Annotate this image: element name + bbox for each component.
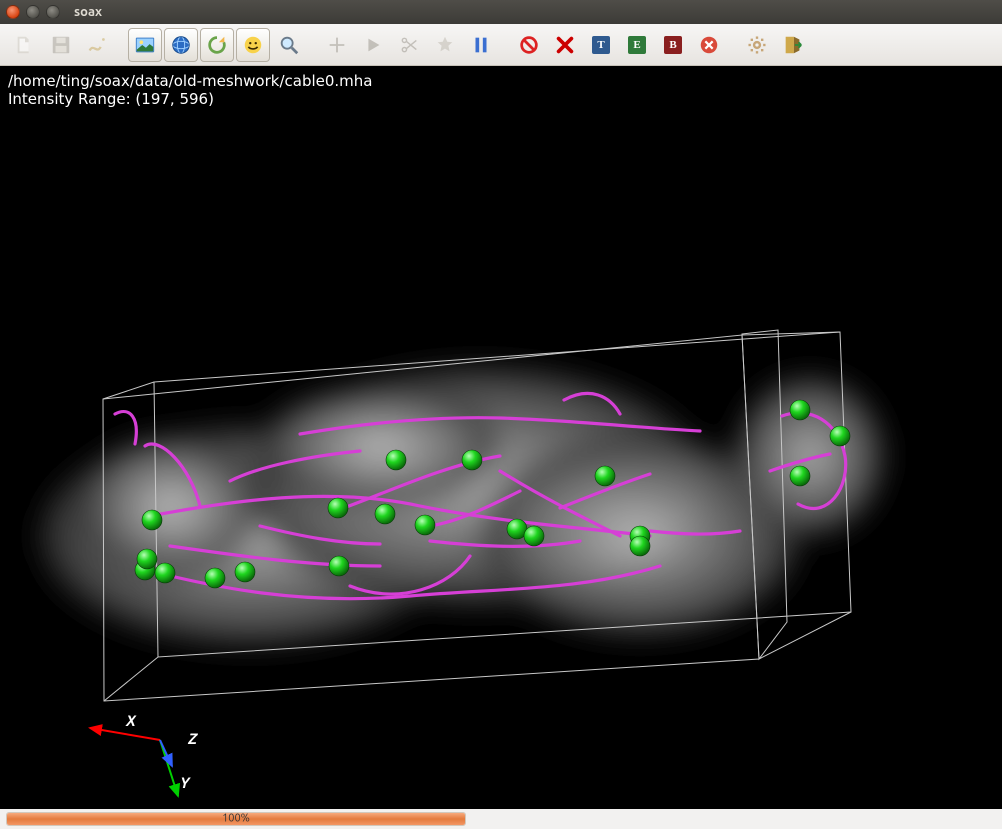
refresh-icon xyxy=(206,34,228,56)
viewport-info-overlay: /home/ting/soax/data/old-meshwork/cable0… xyxy=(8,72,373,108)
x-red-icon xyxy=(554,34,576,56)
letter-B-icon: B xyxy=(664,36,682,54)
globe-icon xyxy=(170,34,192,56)
floppy-icon xyxy=(50,34,72,56)
document-open-icon xyxy=(14,34,36,56)
close-x-button[interactable] xyxy=(548,28,582,62)
axis-label-y: Y xyxy=(180,774,191,791)
magnifier-icon xyxy=(278,34,300,56)
e-button[interactable]: E xyxy=(620,28,654,62)
window-title: soax xyxy=(74,5,102,19)
scribble-icon xyxy=(86,34,108,56)
zoom-button[interactable] xyxy=(272,28,306,62)
exit-button[interactable] xyxy=(776,28,810,62)
save-button xyxy=(44,28,78,62)
orientation-axes: X Y Z xyxy=(90,712,198,796)
plus-icon xyxy=(326,34,348,56)
progress-label: 100% xyxy=(222,812,250,824)
scene-svg: X Y Z xyxy=(0,66,994,809)
window-titlebar: soax xyxy=(0,0,1002,24)
scissors-icon xyxy=(398,34,420,56)
letter-E-icon: E xyxy=(628,36,646,54)
letter-T-icon: T xyxy=(592,36,610,54)
axis-label-z: Z xyxy=(187,730,198,747)
smiley-button[interactable] xyxy=(236,28,270,62)
pause-icon xyxy=(470,34,492,56)
volume-render xyxy=(40,366,885,646)
open-file-button xyxy=(8,28,42,62)
window-maximize-button[interactable] xyxy=(46,5,60,19)
add-button xyxy=(320,28,354,62)
t-button[interactable]: T xyxy=(584,28,618,62)
remove-button[interactable] xyxy=(692,28,726,62)
status-bar: 100% xyxy=(0,809,1002,829)
volume-render-button[interactable] xyxy=(164,28,198,62)
star-button xyxy=(428,28,462,62)
render-viewport[interactable]: X Y Z /home/ting/soax/data/old-meshwork/ca… xyxy=(0,66,1002,809)
delete-button[interactable] xyxy=(512,28,546,62)
window-close-button[interactable] xyxy=(6,5,20,19)
smiley-icon xyxy=(242,34,264,56)
cut-button xyxy=(392,28,426,62)
play-icon xyxy=(362,34,384,56)
settings-button[interactable] xyxy=(740,28,774,62)
play-button xyxy=(356,28,390,62)
refresh-button[interactable] xyxy=(200,28,234,62)
edit-button xyxy=(80,28,114,62)
cancel-round-icon xyxy=(698,34,720,56)
pause-button[interactable] xyxy=(464,28,498,62)
file-path-label: /home/ting/soax/data/old-meshwork/cable0… xyxy=(8,72,373,90)
image-plane-button[interactable] xyxy=(128,28,162,62)
star-icon xyxy=(434,34,456,56)
b-button[interactable]: B xyxy=(656,28,690,62)
intensity-range-label: Intensity Range: (197, 596) xyxy=(8,90,214,108)
nope-icon xyxy=(518,34,540,56)
window-minimize-button[interactable] xyxy=(26,5,40,19)
progress-bar: 100% xyxy=(6,812,466,826)
axis-label-x: X xyxy=(125,712,137,729)
main-toolbar: TEB xyxy=(0,24,1002,66)
gear-icon xyxy=(746,34,768,56)
picture-icon xyxy=(134,34,156,56)
exit-icon xyxy=(782,34,804,56)
